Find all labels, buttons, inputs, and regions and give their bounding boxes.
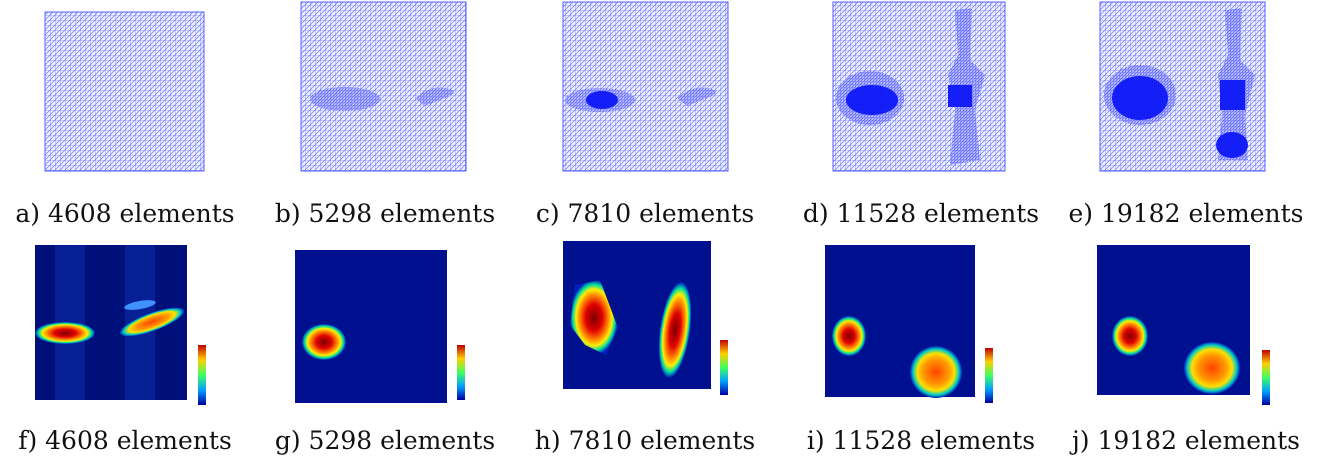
caption: e) 19182 elements: [1068, 199, 1303, 228]
mesh-d: [833, 2, 1005, 171]
caption: d) 11528 elements: [803, 199, 1039, 228]
caption: f) 4608 elements: [18, 426, 232, 455]
field-f: [35, 245, 206, 405]
caption: g) 5298 elements: [275, 426, 495, 455]
caption: a) 4608 elements: [15, 199, 234, 228]
mesh-e: [1100, 2, 1265, 171]
figure: a) 4608 elements b) 5298 elements c) 781…: [0, 0, 1331, 461]
caption: j) 19182 elements: [1069, 426, 1300, 455]
caption: h) 7810 elements: [535, 426, 755, 455]
field-g: [295, 250, 465, 403]
field-j: [1097, 245, 1270, 405]
caption: b) 5298 elements: [275, 199, 495, 228]
field-h: [563, 241, 728, 395]
mesh-b: [301, 2, 466, 171]
mesh-a: [45, 12, 204, 171]
mesh-c: [563, 2, 728, 171]
caption: i) 11528 elements: [807, 426, 1035, 455]
page: a) 4608 elements b) 5298 elements c) 781…: [0, 0, 1331, 461]
field-i: [825, 245, 993, 403]
caption: c) 7810 elements: [536, 199, 754, 228]
